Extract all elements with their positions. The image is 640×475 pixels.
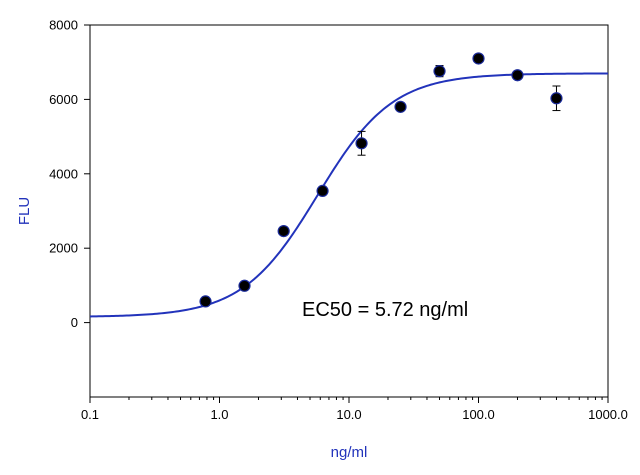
marker	[355, 137, 368, 150]
x-tick-label: 100.0	[462, 407, 495, 422]
y-tick-label: 8000	[49, 18, 78, 33]
marker	[277, 224, 290, 238]
fit-curve	[89, 72, 608, 318]
data-point	[472, 52, 485, 65]
y-tick-label: 2000	[49, 241, 78, 256]
data-point	[238, 279, 251, 292]
x-axis-label: ng/ml	[331, 444, 368, 461]
y-axis-label: FLU	[16, 197, 33, 225]
y-tick-label: 0	[71, 315, 78, 330]
marker	[472, 52, 485, 65]
x-axis: 0.1 1.0 10.0 100.0 1000.0	[81, 397, 628, 422]
x-tick-label: 1.0	[210, 407, 228, 422]
data-point	[394, 100, 407, 113]
y-axis: 0 2000 4000 6000 8000	[49, 18, 90, 330]
marker	[316, 184, 329, 198]
marker	[199, 295, 212, 308]
x-tick-label: 10.0	[336, 407, 361, 422]
y-tick-label: 6000	[49, 92, 78, 107]
data-point	[277, 224, 290, 238]
plot-area	[89, 24, 609, 398]
marker	[511, 69, 524, 82]
data-point	[433, 65, 446, 78]
data-point	[316, 184, 329, 198]
ec50-annotation: EC50 = 5.72 ng/ml	[302, 299, 468, 321]
marker	[433, 65, 446, 78]
x-tick-label: 0.1	[81, 407, 99, 422]
y-tick-label: 4000	[49, 166, 78, 181]
data-point	[550, 85, 563, 112]
data-point	[511, 69, 524, 82]
marker	[394, 100, 407, 113]
data-point	[199, 295, 212, 308]
x-tick-label: 1000.0	[588, 407, 628, 422]
data-points	[199, 52, 563, 308]
data-point	[355, 130, 368, 156]
marker	[550, 92, 563, 105]
marker	[238, 279, 251, 292]
